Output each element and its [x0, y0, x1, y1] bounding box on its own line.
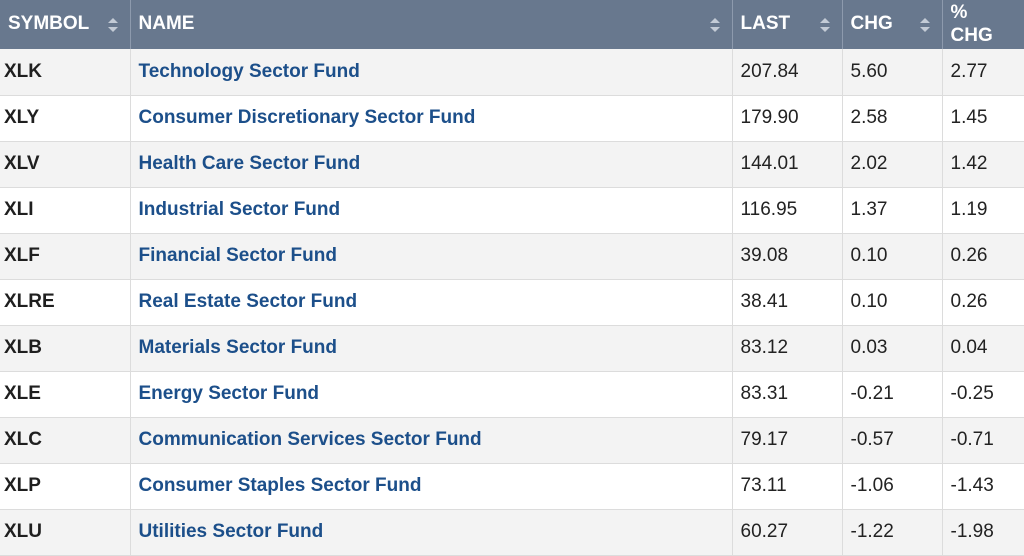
symbol-cell: XLK: [0, 49, 131, 96]
symbol-cell: XLP: [0, 463, 131, 510]
last-cell: 83.31: [732, 371, 843, 418]
chg-cell: 1.37: [842, 187, 943, 234]
symbol-cell: XLU: [0, 509, 131, 556]
fund-name-link[interactable]: Utilities Sector Fund: [138, 521, 324, 542]
table-row: XLI Industrial Sector Fund 116.95 1.37 1…: [0, 187, 1024, 234]
last-cell: 38.41: [732, 279, 843, 326]
fund-name-link[interactable]: Industrial Sector Fund: [138, 199, 341, 220]
name-cell: Consumer Discretionary Sector Fund: [130, 95, 733, 142]
pct-chg-cell: 1.19: [942, 187, 1024, 234]
name-cell: Technology Sector Fund: [130, 49, 733, 96]
table-row: XLF Financial Sector Fund 39.08 0.10 0.2…: [0, 233, 1024, 280]
column-header-label: % CHG: [950, 2, 993, 46]
symbol-cell: XLB: [0, 325, 131, 372]
name-cell: Communication Services Sector Fund: [130, 417, 733, 464]
column-header-label: LAST: [740, 13, 791, 35]
fund-name-link[interactable]: Health Care Sector Fund: [138, 153, 361, 174]
table-row: XLP Consumer Staples Sector Fund 73.11 -…: [0, 463, 1024, 510]
table-row: XLRE Real Estate Sector Fund 38.41 0.10 …: [0, 279, 1024, 326]
last-cell: 79.17: [732, 417, 843, 464]
column-header-label: SYMBOL: [8, 13, 90, 35]
name-cell: Energy Sector Fund: [130, 371, 733, 418]
table-row: XLV Health Care Sector Fund 144.01 2.02 …: [0, 141, 1024, 188]
name-cell: Real Estate Sector Fund: [130, 279, 733, 326]
last-cell: 144.01: [732, 141, 843, 188]
fund-name-link[interactable]: Real Estate Sector Fund: [138, 291, 358, 312]
pct-chg-cell: 1.45: [942, 95, 1024, 142]
symbol-cell: XLF: [0, 233, 131, 280]
fund-name-link[interactable]: Energy Sector Fund: [138, 383, 320, 404]
pct-chg-cell: -0.25: [942, 371, 1024, 418]
table-row: XLY Consumer Discretionary Sector Fund 1…: [0, 95, 1024, 142]
fund-name-link[interactable]: Consumer Staples Sector Fund: [138, 475, 422, 496]
last-cell: 207.84: [732, 49, 843, 96]
table-row: XLC Communication Services Sector Fund 7…: [0, 417, 1024, 464]
symbol-cell: XLC: [0, 417, 131, 464]
column-header-pct-chg[interactable]: % CHG: [942, 0, 1024, 49]
column-header-label: NAME: [138, 13, 195, 35]
pct-chg-cell: 0.04: [942, 325, 1024, 372]
chg-cell: -0.57: [842, 417, 943, 464]
pct-chg-cell: 1.42: [942, 141, 1024, 188]
last-cell: 179.90: [732, 95, 843, 142]
last-cell: 73.11: [732, 463, 843, 510]
column-header-label: CHG: [850, 13, 893, 35]
name-cell: Consumer Staples Sector Fund: [130, 463, 733, 510]
fund-name-link[interactable]: Communication Services Sector Fund: [138, 429, 482, 450]
chg-cell: 2.58: [842, 95, 943, 142]
chg-cell: 2.02: [842, 141, 943, 188]
name-cell: Financial Sector Fund: [130, 233, 733, 280]
symbol-cell: XLV: [0, 141, 131, 188]
pct-chg-cell: 0.26: [942, 279, 1024, 326]
pct-chg-cell: -1.98: [942, 509, 1024, 556]
pct-chg-cell: 0.26: [942, 233, 1024, 280]
last-cell: 116.95: [732, 187, 843, 234]
sort-icon[interactable]: [819, 17, 830, 32]
pct-chg-cell: -1.43: [942, 463, 1024, 510]
table-row: XLK Technology Sector Fund 207.84 5.60 2…: [0, 49, 1024, 96]
header-row: SYMBOL NAME LAST CHG % CHG: [0, 0, 1024, 49]
chg-cell: 0.03: [842, 325, 943, 372]
sort-icon[interactable]: [919, 17, 930, 32]
last-cell: 39.08: [732, 233, 843, 280]
pct-chg-cell: -0.71: [942, 417, 1024, 464]
table-row: XLB Materials Sector Fund 83.12 0.03 0.0…: [0, 325, 1024, 372]
symbol-cell: XLRE: [0, 279, 131, 326]
table-row: XLU Utilities Sector Fund 60.27 -1.22 -1…: [0, 509, 1024, 556]
name-cell: Utilities Sector Fund: [130, 509, 733, 556]
last-cell: 60.27: [732, 509, 843, 556]
fund-name-link[interactable]: Consumer Discretionary Sector Fund: [138, 107, 476, 128]
chg-cell: -0.21: [842, 371, 943, 418]
chg-cell: 5.60: [842, 49, 943, 96]
fund-name-link[interactable]: Materials Sector Fund: [138, 337, 338, 358]
symbol-cell: XLY: [0, 95, 131, 142]
last-cell: 83.12: [732, 325, 843, 372]
chg-cell: -1.06: [842, 463, 943, 510]
name-cell: Health Care Sector Fund: [130, 141, 733, 188]
name-cell: Industrial Sector Fund: [130, 187, 733, 234]
sort-icon[interactable]: [709, 17, 720, 32]
symbol-cell: XLI: [0, 187, 131, 234]
fund-name-link[interactable]: Technology Sector Fund: [138, 60, 360, 82]
chg-cell: 0.10: [842, 279, 943, 326]
column-header-name[interactable]: NAME: [130, 0, 733, 49]
fund-name-link[interactable]: Financial Sector Fund: [138, 245, 337, 266]
column-header-symbol[interactable]: SYMBOL: [0, 0, 131, 49]
symbol-cell: XLE: [0, 371, 131, 418]
table-row: XLE Energy Sector Fund 83.31 -0.21 -0.25: [0, 371, 1024, 418]
column-header-last[interactable]: LAST: [732, 0, 843, 49]
pct-chg-cell: 2.77: [942, 49, 1024, 96]
table-header: SYMBOL NAME LAST CHG % CHG: [0, 0, 1024, 49]
column-header-chg[interactable]: CHG: [842, 0, 943, 49]
sort-icon[interactable]: [107, 17, 118, 32]
chg-cell: 0.10: [842, 233, 943, 280]
table-body: XLK Technology Sector Fund 207.84 5.60 2…: [0, 49, 1024, 556]
name-cell: Materials Sector Fund: [130, 325, 733, 372]
chg-cell: -1.22: [842, 509, 943, 556]
